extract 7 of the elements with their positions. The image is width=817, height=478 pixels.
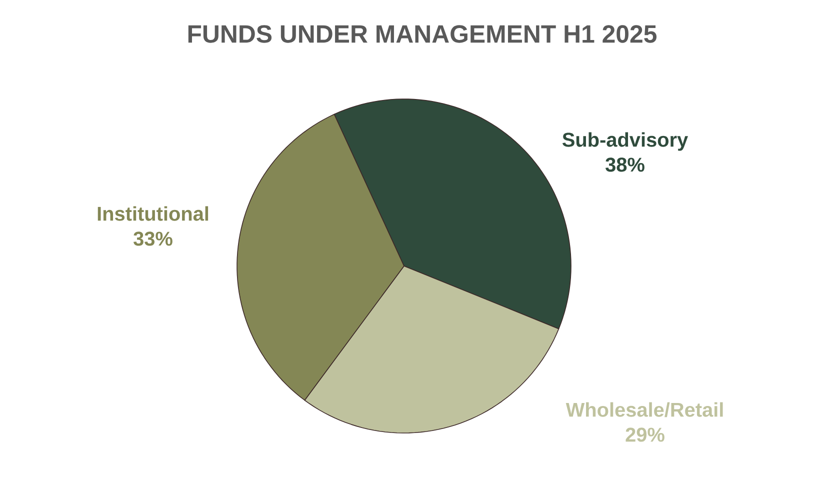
data-label: 38% <box>606 158 644 172</box>
slice-label: Sub-advisory <box>562 132 688 151</box>
slice-label: Institutional <box>98 206 208 221</box>
chart-title: FUNDS UNDER MANAGEMENT H1 2025 <box>188 25 657 43</box>
slice-label: Wholesale/Retail <box>566 402 723 418</box>
data-label: 33% <box>134 232 172 246</box>
data-label: 29% <box>626 428 664 442</box>
